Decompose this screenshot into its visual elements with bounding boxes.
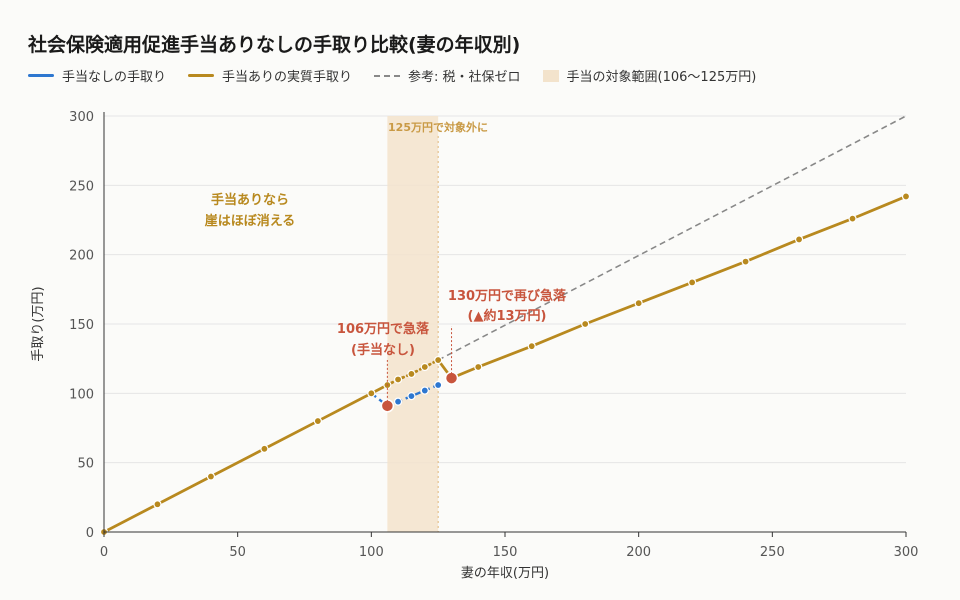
drop106-label-line2: (手当なし) — [351, 342, 415, 358]
x-tick-label: 250 — [760, 545, 785, 560]
drop130-label-line2: (▲約13万円) — [468, 308, 547, 324]
series-with-point — [407, 369, 416, 379]
legend-label-reference: 参考: 税・社保ゼロ — [408, 70, 521, 85]
series-with-point — [527, 342, 536, 351]
reference-line — [437, 115, 907, 361]
series-with-segment — [262, 419, 320, 451]
series-with-segment — [316, 391, 373, 423]
series-with-segment — [637, 280, 694, 305]
series-with-segment — [583, 301, 641, 326]
left-note-line2: 崖はほぼ消える — [205, 213, 296, 229]
series-with-segment — [102, 502, 159, 534]
series-with-point — [474, 362, 483, 372]
series-with-segment — [530, 322, 587, 348]
series-with-point — [581, 319, 590, 329]
series-with-segment — [744, 238, 801, 264]
legend-item-without: 手当なしの手取り — [28, 66, 166, 85]
series-without-point — [407, 392, 416, 401]
series-with-segment — [156, 475, 213, 506]
x-tick-label: 300 — [894, 545, 919, 560]
legend-swatch-range — [542, 69, 559, 82]
series-without-point — [420, 386, 429, 395]
series-with-segment — [476, 344, 534, 369]
series-with-point — [367, 389, 376, 398]
series-with-segment — [851, 195, 908, 221]
y-tick-label: 250 — [69, 179, 94, 194]
series-with-point — [688, 278, 697, 287]
x-tick-label: 100 — [359, 545, 384, 560]
x-tick-label: 50 — [229, 545, 246, 560]
series-without-point — [434, 380, 443, 390]
shaded-range — [387, 116, 439, 532]
legend-item-range: 手当の対象範囲(106〜125万円) — [542, 66, 757, 85]
x-tick-label: 200 — [626, 545, 651, 560]
series-with-point — [260, 444, 269, 453]
left-note-line1: 手当ありなら — [211, 192, 289, 208]
y-tick-label: 150 — [69, 318, 94, 333]
annotations: 125万円で対象外に 手当ありなら 崖はほぼ消える 106万円で急落 (手当なし… — [205, 120, 567, 406]
series-with-point — [794, 235, 804, 244]
series-with-segment — [690, 260, 747, 284]
series-with-point — [434, 355, 443, 365]
series-with-point — [848, 214, 857, 223]
series-without-point — [393, 397, 403, 406]
legend-swatch-with — [188, 74, 215, 77]
series-with-segment — [797, 217, 854, 241]
series-with-point — [313, 416, 322, 426]
series-with-point — [634, 299, 643, 308]
legend-swatch-without — [28, 74, 54, 77]
y-axis-title: 手取り(万円) — [31, 286, 46, 361]
y-tick-label: 300 — [69, 110, 94, 125]
series-with-point — [901, 192, 911, 201]
y-tick-label: 100 — [69, 387, 94, 402]
series-with-segment — [209, 447, 266, 478]
drop130-label-line1: 130万円で再び急落 — [448, 288, 567, 304]
series-layer — [99, 115, 911, 537]
x-axis-title: 妻の年収(万円) — [461, 566, 549, 581]
chart-title: 社会保険適用促進手当ありなしの手取り比較(妻の年収別) — [28, 34, 521, 56]
series-with-point — [420, 362, 429, 372]
axes: 0 50 100 150 200 250 300 0 50 100 150 200 250 300 妻の年収… — [31, 110, 918, 581]
legend: 手当なしの手取り 手当ありの実質手取り 参考: 税・社保ゼロ 手当の対象範囲(1… — [28, 66, 756, 85]
series-with-point — [206, 472, 216, 481]
legend-label-without: 手当なしの手取り — [62, 70, 167, 85]
legend-swatch-reference — [374, 74, 401, 77]
legend-label-range: 手当の対象範囲(106〜125万円) — [566, 70, 757, 85]
x-tick-label: 150 — [493, 545, 518, 560]
y-tick-label: 0 — [86, 526, 94, 541]
y-tick-label: 50 — [77, 457, 94, 472]
target-range-band — [387, 116, 439, 532]
drop106-label-line1: 106万円で急落 — [337, 321, 430, 337]
y-tick-label: 200 — [69, 249, 94, 264]
series-with-point — [741, 257, 750, 266]
series-with-point — [153, 500, 162, 509]
legend-item-with: 手当ありの実質手取り — [188, 66, 352, 85]
x-tick-label: 0 — [100, 545, 108, 560]
series-with-point — [393, 375, 403, 384]
legend-item-reference: 参考: 税・社保ゼロ — [374, 66, 521, 85]
range-top-label: 125万円で対象外に — [388, 120, 488, 134]
legend-label-with: 手当ありの実質手取り — [222, 70, 353, 85]
